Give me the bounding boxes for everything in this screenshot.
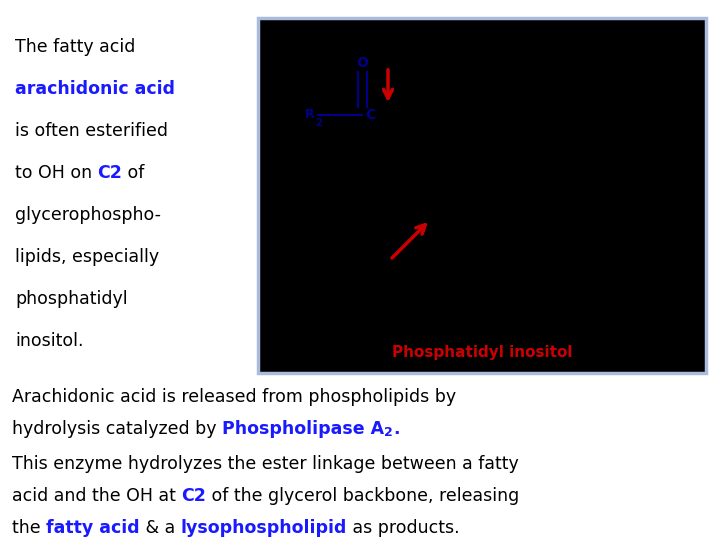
Text: inositol.: inositol.: [15, 332, 84, 350]
Text: The fatty acid: The fatty acid: [15, 38, 141, 56]
Text: Phosphatidyl inositol: Phosphatidyl inositol: [392, 346, 572, 361]
Text: & a: & a: [140, 519, 181, 537]
Text: C: C: [365, 108, 375, 122]
Text: to OH on: to OH on: [15, 164, 98, 182]
Text: the: the: [12, 519, 46, 537]
Text: as products.: as products.: [347, 519, 459, 537]
Bar: [258, 18, 706, 373]
Text: of: of: [122, 164, 145, 182]
Text: acid and the OH at: acid and the OH at: [12, 487, 181, 505]
Text: of the glycerol backbone, releasing: of the glycerol backbone, releasing: [206, 487, 520, 505]
Text: Phospholipase A: Phospholipase A: [222, 420, 384, 438]
Text: Arachidonic acid is released from phospholipids by: Arachidonic acid is released from phosph…: [12, 388, 456, 406]
Text: lipids, especially: lipids, especially: [15, 248, 159, 266]
Text: phosphatidyl: phosphatidyl: [15, 290, 127, 308]
Text: is often esterified: is often esterified: [15, 122, 168, 140]
Text: C2: C2: [98, 164, 122, 182]
Text: This enzyme hydrolyzes the ester linkage between a fatty: This enzyme hydrolyzes the ester linkage…: [12, 455, 518, 473]
Text: 2: 2: [384, 426, 393, 439]
Text: .: .: [393, 420, 400, 438]
Text: arachidonic acid: arachidonic acid: [15, 80, 175, 98]
Text: hydrolysis catalyzed by: hydrolysis catalyzed by: [12, 420, 222, 438]
Text: C2: C2: [181, 487, 206, 505]
Text: fatty acid: fatty acid: [46, 519, 140, 537]
Text: glycerophospho-: glycerophospho-: [15, 206, 161, 224]
Text: lysophospholipid: lysophospholipid: [181, 519, 347, 537]
Text: O: O: [356, 56, 368, 70]
Text: 2: 2: [315, 118, 323, 128]
Text: R: R: [305, 109, 315, 122]
